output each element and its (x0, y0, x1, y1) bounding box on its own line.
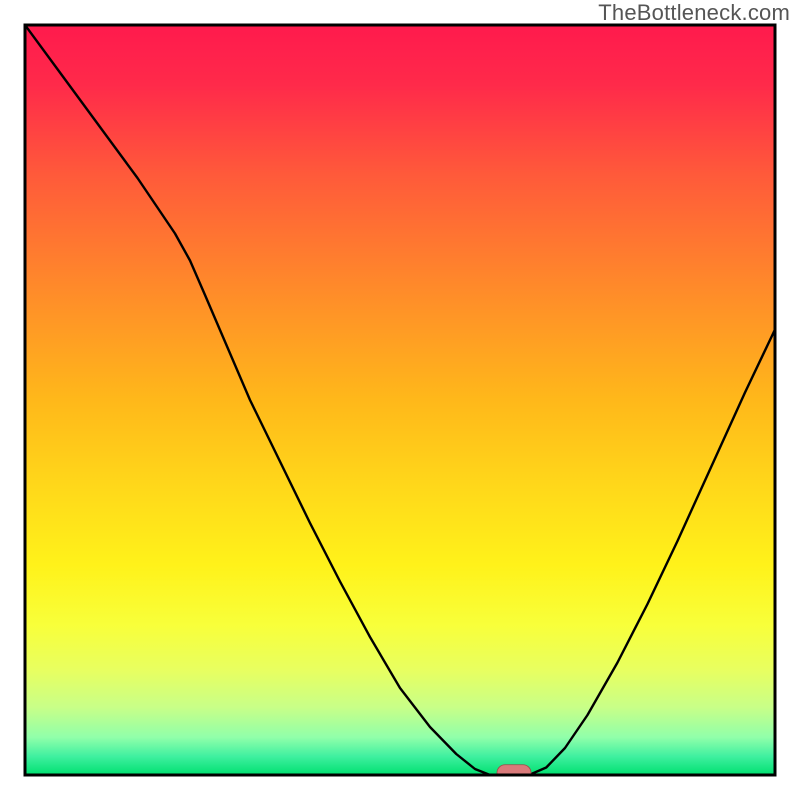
plot-background (25, 25, 775, 775)
watermark-text: TheBottleneck.com (598, 0, 790, 26)
optimal-marker (497, 765, 531, 781)
chart-frame: TheBottleneck.com (0, 0, 800, 800)
bottleneck-chart (0, 0, 800, 800)
